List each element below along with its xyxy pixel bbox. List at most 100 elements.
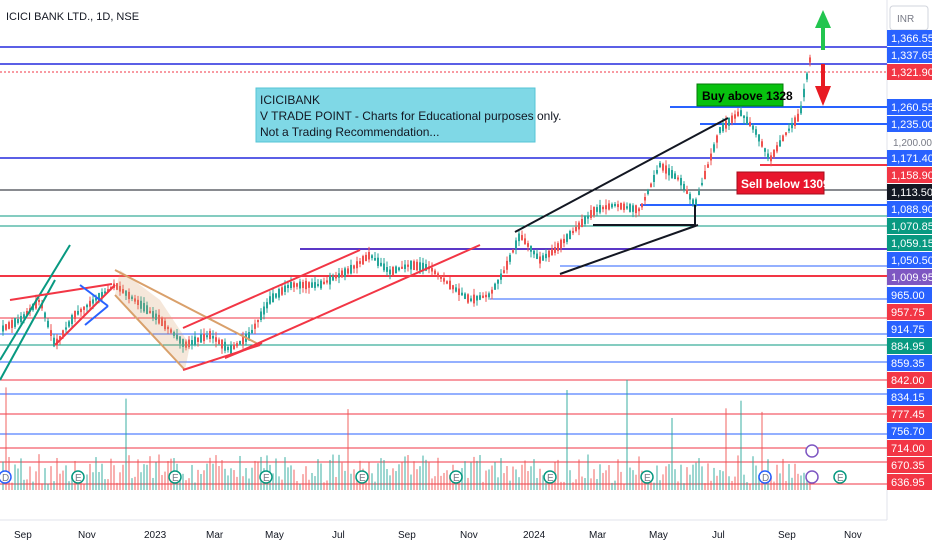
volume-bar [587,454,589,490]
volume-bar [731,480,733,490]
candle-body [470,298,472,302]
volume-bar [710,480,712,490]
volume-bar [107,479,109,490]
candle-body [704,170,706,180]
volume-bar [155,462,157,490]
event-marker-icon[interactable] [355,470,369,484]
candle-body [608,203,610,210]
event-marker-icon[interactable] [0,470,12,484]
event-marker-icon[interactable] [758,470,772,484]
candle-body [230,344,232,354]
candle-body [11,320,13,328]
candle-body [740,110,742,117]
volume-bar [38,454,40,490]
time-label: Sep [14,530,32,541]
candle-body [158,314,160,324]
volume-bar [779,473,781,490]
event-marker-icon[interactable] [543,470,557,484]
candle-body [248,332,250,340]
volume-bar [482,481,484,490]
volume-bar [68,481,70,490]
candle-body [74,310,76,320]
candle-body [620,202,622,210]
candle-body [23,314,25,318]
volume-bar [467,477,469,490]
candle-body [674,173,676,180]
candle-body [335,275,337,279]
volume-bar [707,463,709,490]
volume-bar [473,456,475,490]
candle-body [638,208,640,212]
event-marker-icon[interactable] [833,470,847,484]
volume-bar [557,459,559,490]
price-tag-bg [887,64,932,80]
trend-line [224,244,481,359]
candle-body [128,291,130,300]
price-tag-bg [887,457,932,473]
price-tag-bg [887,338,932,354]
event-marker-icon[interactable] [168,470,182,484]
volume-bar [800,475,802,490]
volume-bar [200,473,202,490]
volume-bar [401,461,403,490]
volume-bar [596,479,598,490]
candle-body [341,270,343,278]
candle-body [188,339,190,348]
volume-bar [329,459,331,490]
price-tag-bg [887,304,932,320]
price-tag: 636.95 [891,477,925,489]
candle-body [218,339,220,344]
price-tag: 1,260.55 [891,102,932,114]
price-tag: 1,337.65 [891,50,932,62]
volume-bar [164,471,166,490]
volume-bar [47,483,49,490]
volume-bar [218,466,220,490]
volume-bar [56,457,58,490]
volume-bar [431,478,433,490]
volume-bar [95,457,97,490]
candle-body [5,324,7,330]
volume-bar [110,458,112,490]
event-marker-icon[interactable] [259,470,273,484]
candle-body [500,273,502,280]
candle-body [806,73,808,80]
candle-body [458,288,460,296]
volume-bar [134,476,136,490]
event-marker-icon[interactable] [449,470,463,484]
volume-bar [698,458,700,490]
price-tick-1200: 1,200.00 [893,138,932,149]
volume-bar [239,455,241,490]
candle-body [116,283,118,290]
currency-selector[interactable]: INR [889,5,929,31]
volume-bar [254,460,256,490]
volume-bar [14,464,16,490]
price-tag-bg [887,201,932,217]
event-marker-icon[interactable] [640,470,654,484]
volume-bar [389,475,391,490]
candle-body [362,256,364,265]
volume-bar [722,471,724,490]
volume-bar [734,476,736,490]
candle-body [617,204,619,208]
candle-body [353,265,355,269]
candle-body [755,129,757,135]
event-split-icon[interactable] [805,470,819,484]
volume-bar [158,454,160,490]
volume-bar [662,474,664,490]
candle-body [137,299,139,305]
candle-body [41,303,43,309]
time-label: Sep [398,530,416,541]
candle-body [461,292,463,296]
price-tag: 1,009.95 [891,272,932,284]
volume-bar [338,454,340,490]
volume-bar [773,481,775,490]
volume-bar [635,474,637,490]
candle-body [413,261,415,270]
candle-body [656,169,658,174]
event-marker-icon[interactable] [71,470,85,484]
candle-body [197,337,199,342]
event-plus-icon[interactable] [805,444,819,458]
candle-body [476,296,478,301]
note-line-3: Not a Trading Recommendation... [260,125,439,139]
